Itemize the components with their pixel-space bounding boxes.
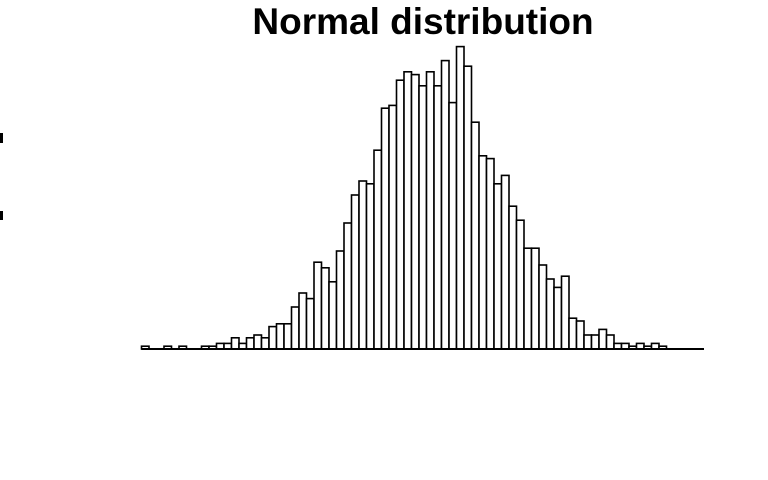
left-edge-tick-mark [0,211,3,220]
histogram-bar [343,222,353,350]
histogram-bar [493,183,503,350]
histogram-bars [140,45,668,350]
histogram-bar [448,101,458,350]
histogram-bar [583,334,593,350]
histogram-bar [508,205,518,350]
histogram-bar [575,320,585,350]
histogram-bar [538,264,548,350]
histogram-bar [365,183,375,350]
histogram-bar [253,334,263,350]
histogram-bar [268,325,278,350]
histogram-bar [500,174,510,350]
histogram-bar [358,180,368,350]
histogram-bar [605,334,615,350]
histogram-bar [230,336,240,350]
histogram-bar [328,280,338,350]
histogram-bar [463,65,473,350]
chart-title: Normal distribution [252,1,594,42]
histogram-bar [485,157,495,350]
histogram-bar [298,292,308,350]
histogram-bar [440,59,450,350]
histogram-bar [380,107,390,350]
histogram-bar [395,79,405,350]
histogram-bar [283,322,293,350]
histogram-bar [245,336,255,350]
histogram-bar [403,71,413,350]
histogram-bar [305,297,315,350]
histogram-bar [598,328,608,350]
histogram-bar [350,194,360,350]
histogram-bar [478,155,488,350]
histogram-bar [313,261,323,350]
histogram-bar [425,71,435,350]
histogram-bar [545,278,555,350]
histogram-bar [335,250,345,350]
histogram-bar [433,85,443,350]
histogram-bar [560,275,570,350]
histogram-bar [320,266,330,350]
histogram-bar [523,247,533,350]
histogram-bar [515,219,525,350]
histogram-bar [455,45,465,350]
histogram-bar [388,104,398,350]
histogram-bar [418,85,428,350]
histogram-bar [410,73,420,350]
left-edge-tick-mark [0,133,3,143]
histogram-bar [568,317,578,350]
histogram-bar [470,121,480,350]
histogram-bar [530,247,540,350]
histogram-bar [290,306,300,350]
histogram-bar [553,286,563,350]
histogram-bar [275,322,285,350]
histogram-bar [373,149,383,350]
histogram-bar [260,336,270,350]
histogram-bar [590,334,600,350]
